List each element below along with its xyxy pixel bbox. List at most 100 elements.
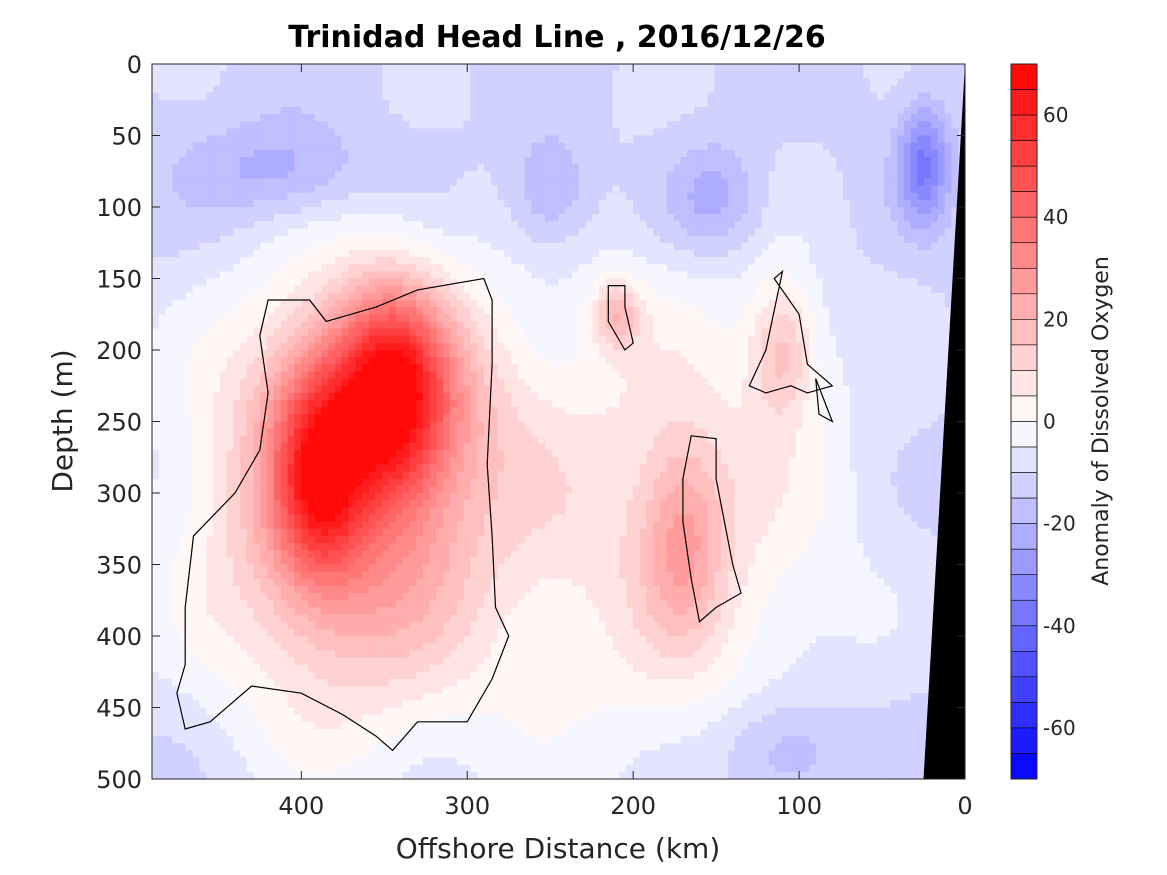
heat-cell xyxy=(219,278,228,287)
heat-cell xyxy=(165,564,173,573)
heat-cell xyxy=(246,292,255,301)
heat-cell xyxy=(321,757,329,766)
heat-cell xyxy=(436,85,444,94)
heat-cell xyxy=(233,700,241,709)
heat-cell xyxy=(267,264,275,272)
heat-cell xyxy=(477,350,485,358)
heat-cell xyxy=(362,636,370,644)
heat-cell xyxy=(409,736,417,744)
heat-cell xyxy=(233,457,241,465)
heat-cell xyxy=(443,471,451,480)
heat-cell xyxy=(206,357,214,365)
heat-cell xyxy=(443,521,451,530)
heat-cell xyxy=(423,521,431,530)
heat-cell xyxy=(470,771,478,780)
heat-cell xyxy=(233,686,241,694)
heat-cell xyxy=(152,564,160,573)
heat-cell xyxy=(165,378,173,387)
heat-cell xyxy=(212,128,221,137)
heat-cell xyxy=(301,442,309,451)
heat-cell xyxy=(219,99,228,108)
heat-cell xyxy=(382,242,390,251)
heat-cell xyxy=(402,314,411,322)
heat-cell xyxy=(172,421,180,430)
heat-cell xyxy=(260,493,268,501)
heat-cell xyxy=(267,407,275,415)
heat-cell xyxy=(382,585,390,594)
heat-cell xyxy=(409,156,417,165)
heat-cell xyxy=(301,335,309,344)
heat-cell xyxy=(199,149,207,158)
heat-cell xyxy=(199,207,207,215)
heat-cell xyxy=(253,557,262,566)
heat-cell xyxy=(456,421,465,430)
heat-cell xyxy=(192,314,201,322)
heat-cell xyxy=(152,478,160,487)
heat-cell xyxy=(429,435,438,444)
heat-cell xyxy=(172,707,180,716)
heat-cell xyxy=(463,278,472,287)
heat-cell xyxy=(483,128,492,137)
heat-cell xyxy=(267,693,275,701)
heat-cell xyxy=(301,199,309,208)
heat-cell xyxy=(348,357,356,365)
heat-cell xyxy=(450,643,458,651)
heat-cell xyxy=(287,121,295,129)
heat-cell xyxy=(436,600,444,608)
heat-cell xyxy=(456,636,465,644)
heat-cell xyxy=(233,78,241,87)
heat-cell xyxy=(226,593,234,601)
heat-cell xyxy=(402,657,411,666)
heat-cell xyxy=(355,156,363,165)
heat-cell xyxy=(179,750,187,759)
heat-cell xyxy=(362,621,370,630)
heat-cell xyxy=(172,657,180,666)
heat-cell xyxy=(260,600,268,608)
heat-cell xyxy=(321,585,329,594)
heat-cell xyxy=(355,507,363,516)
heat-cell xyxy=(165,671,173,680)
heat-cell xyxy=(423,621,431,630)
heat-cell xyxy=(355,707,363,716)
heat-cell xyxy=(199,142,207,151)
heat-cell xyxy=(483,664,492,673)
heat-cell xyxy=(206,693,214,701)
heat-cell xyxy=(362,364,370,373)
heat-cell xyxy=(273,328,282,337)
heat-cell xyxy=(179,764,187,773)
heat-cell xyxy=(212,99,221,108)
heat-cell xyxy=(328,264,336,272)
heat-cell xyxy=(470,350,478,358)
heat-cell xyxy=(253,171,262,179)
heat-cell xyxy=(240,400,248,408)
heat-cell xyxy=(395,750,404,759)
heat-cell xyxy=(362,328,370,337)
heat-cell xyxy=(307,736,316,744)
heat-cell xyxy=(355,428,363,437)
heat-cell xyxy=(260,178,268,187)
heat-cell xyxy=(280,149,289,158)
heat-cell xyxy=(463,135,472,144)
heat-cell xyxy=(267,207,275,215)
heat-cell xyxy=(436,392,444,401)
heat-cell xyxy=(463,593,472,601)
heat-cell xyxy=(212,292,221,301)
heat-cell xyxy=(402,342,411,351)
heat-cell xyxy=(334,185,343,194)
heat-cell xyxy=(416,750,424,759)
heat-cell xyxy=(436,607,444,616)
heat-cell xyxy=(463,464,472,473)
heat-cell xyxy=(185,664,194,673)
heat-cell xyxy=(355,593,363,601)
heat-cell xyxy=(328,328,336,337)
heat-cell xyxy=(382,543,390,551)
heat-cell xyxy=(355,106,363,115)
heat-cell xyxy=(267,78,275,87)
heat-cell xyxy=(307,714,316,723)
heat-cell xyxy=(382,99,390,108)
heat-cell xyxy=(192,285,201,294)
heat-cell xyxy=(172,299,180,308)
heat-cell xyxy=(206,335,214,344)
heat-cell xyxy=(463,335,472,344)
heat-cell xyxy=(192,156,201,165)
